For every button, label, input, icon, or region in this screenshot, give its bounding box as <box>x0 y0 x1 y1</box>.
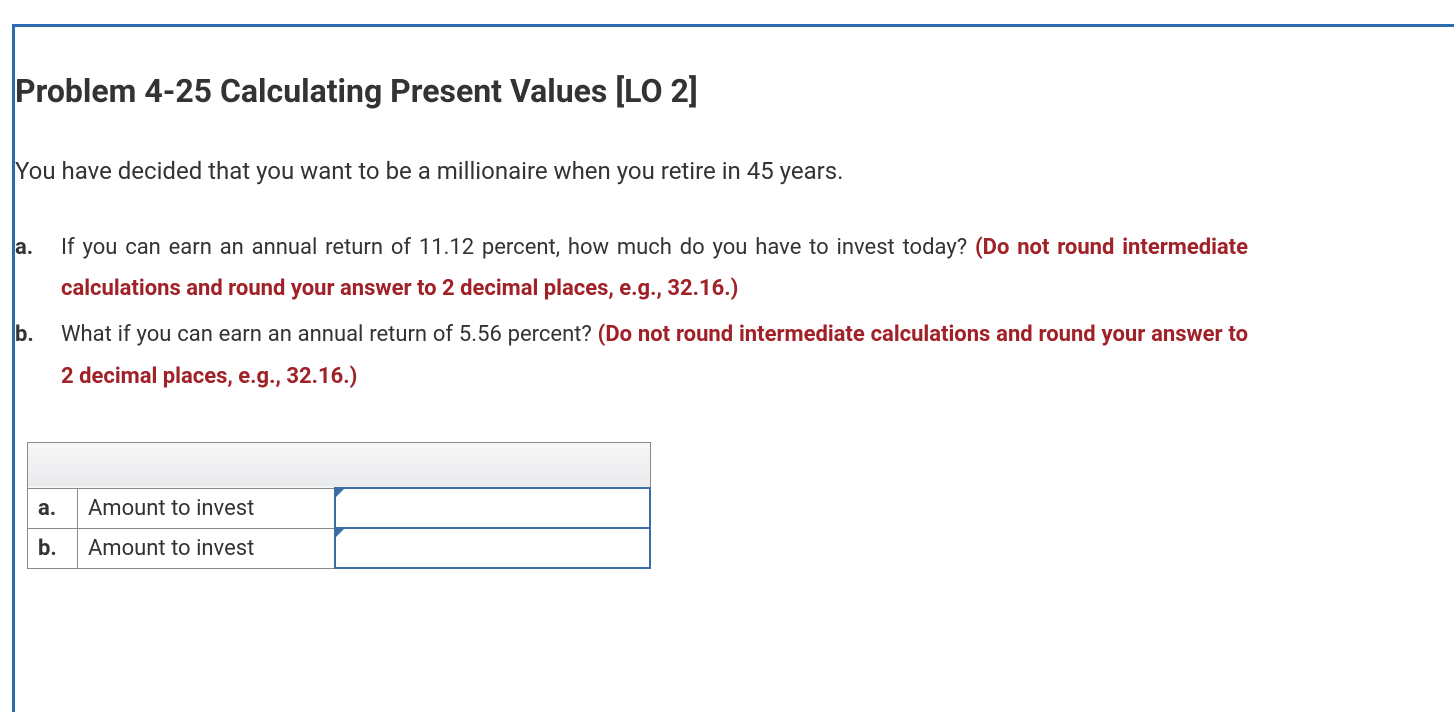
table-header-row <box>28 442 651 488</box>
problem-title: Problem 4-25 Calculating Present Values … <box>15 71 1418 111</box>
question-marker: a. <box>15 227 33 269</box>
answer-input-cell[interactable] <box>335 528 650 568</box>
table-row: b. Amount to invest <box>28 528 651 568</box>
answer-table: a. Amount to invest b. Amount to invest <box>27 442 651 570</box>
answer-row-marker: a. <box>28 488 78 528</box>
question-list: a. If you can earn an annual return of 1… <box>15 227 1418 398</box>
table-row: a. Amount to invest <box>28 488 651 528</box>
question-marker: b. <box>15 314 34 356</box>
answer-row-label: Amount to invest <box>77 528 334 568</box>
question-text: If you can earn an annual return of 11.1… <box>61 235 975 260</box>
answer-input-b[interactable] <box>336 529 649 567</box>
answer-row-label: Amount to invest <box>77 488 334 528</box>
problem-content: Problem 4-25 Calculating Present Values … <box>15 27 1454 593</box>
question-item-a: a. If you can earn an annual return of 1… <box>61 227 1418 311</box>
table-header <box>28 442 651 488</box>
answer-row-marker: b. <box>28 528 78 568</box>
answer-input-cell[interactable] <box>335 488 650 528</box>
question-text: What if you can earn an annual return of… <box>61 322 598 347</box>
answer-input-a[interactable] <box>336 489 649 527</box>
question-item-b: b. What if you can earn an annual return… <box>61 314 1418 398</box>
problem-intro: You have decided that you want to be a m… <box>15 155 1418 189</box>
problem-frame: Problem 4-25 Calculating Present Values … <box>12 24 1454 712</box>
